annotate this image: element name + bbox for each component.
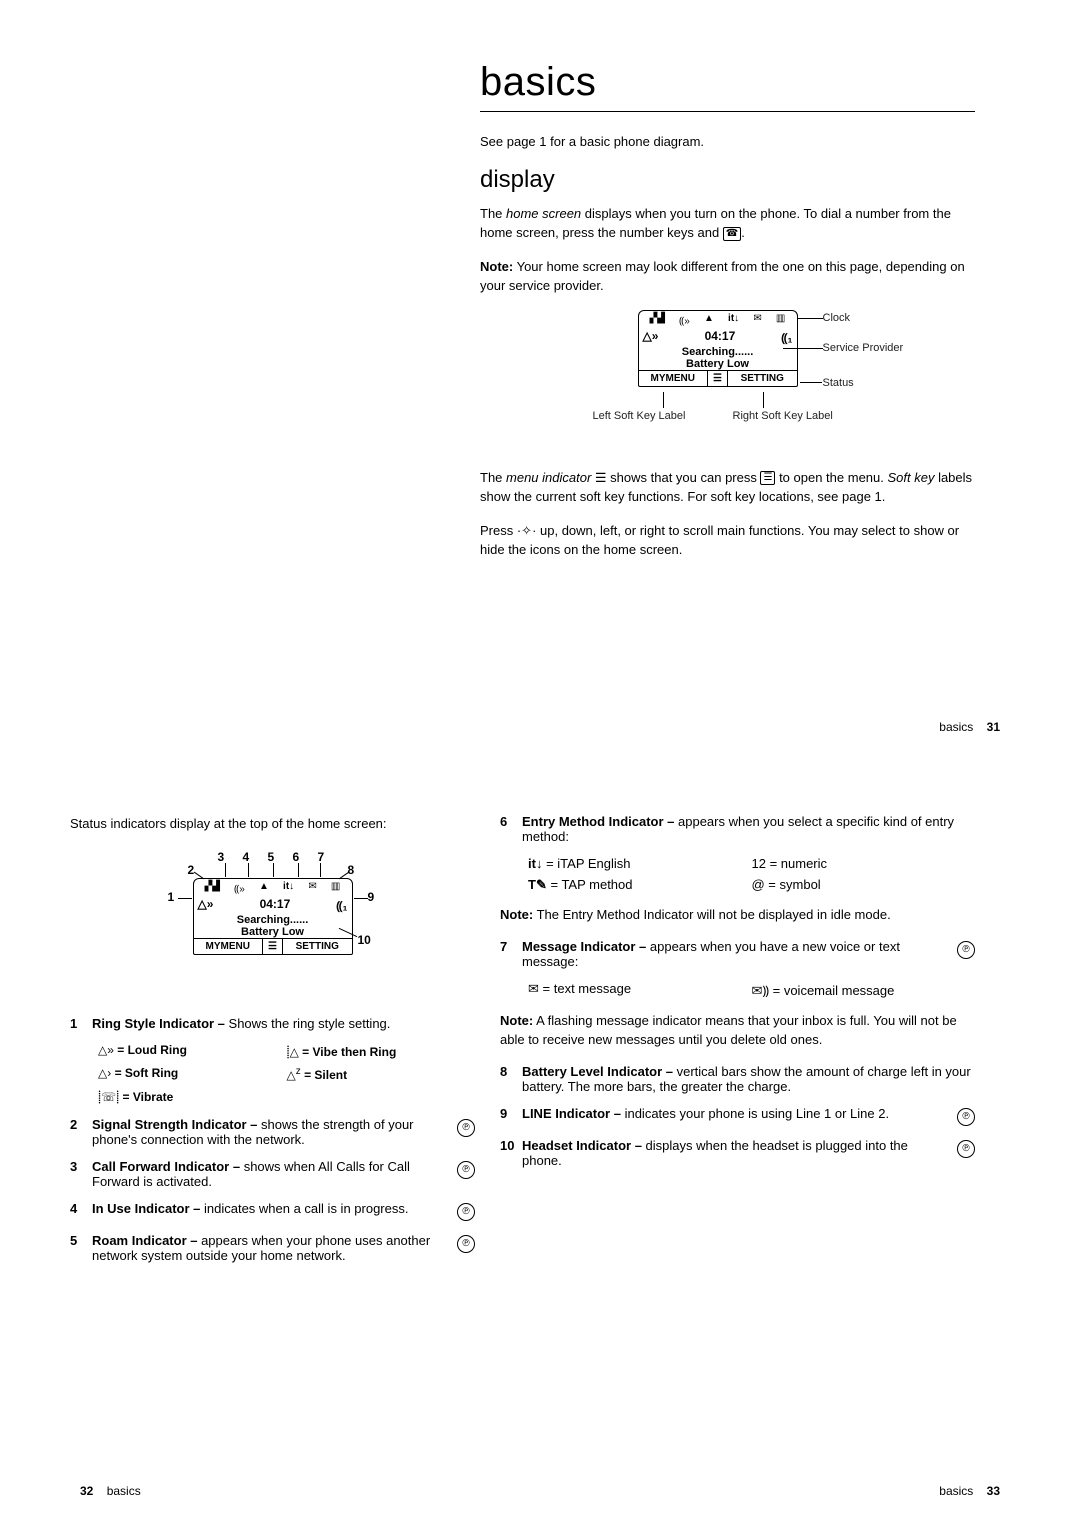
feature-icon: ℗	[957, 941, 975, 959]
page31-content: basics See page 1 for a basic phone diag…	[480, 60, 975, 574]
ring-style-table: △» = Loud Ring ⸽△ = Vibe then Ring △› = …	[98, 1043, 475, 1105]
page33-content: 6 Entry Method Indicator – appears when …	[500, 814, 975, 1180]
menu-icon: ☰	[708, 371, 728, 386]
label-left-soft: Left Soft Key Label	[593, 410, 686, 422]
page-31: basics See page 1 for a basic phone diag…	[0, 0, 1080, 764]
searching-text: Searching......	[639, 346, 797, 358]
indicator-3: 3 ℗Call Forward Indicator – shows when A…	[70, 1159, 475, 1189]
note-6: Note: The Entry Method Indicator will no…	[500, 905, 975, 925]
indicator-10: 10 ℗Headset Indicator – displays when th…	[500, 1138, 975, 1168]
indicator-8: 8 Battery Level Indicator – vertical bar…	[500, 1064, 975, 1094]
display-heading: display	[480, 166, 975, 194]
intro-text: See page 1 for a basic phone diagram.	[480, 132, 975, 152]
note-7: Note: A flashing message indicator means…	[500, 1011, 975, 1050]
numbered-diagram: ▞▟⸨»▲it↓✉▥ △»04:17⸨₁ Searching...... Bat…	[133, 848, 413, 998]
feature-icon: ℗	[457, 1161, 475, 1179]
screen-mock-2: ▞▟⸨»▲it↓✉▥ △»04:17⸨₁ Searching...... Bat…	[193, 878, 353, 955]
feature-icon: ℗	[957, 1108, 975, 1126]
label-clock: Clock	[823, 312, 851, 324]
entry-method-table: it↓ = iTAP English 12 = numeric T✎ = TAP…	[528, 856, 975, 893]
feature-icon: ℗	[457, 1235, 475, 1253]
menu-indicator-para: The menu indicator ☰ shows that you can …	[480, 468, 975, 507]
display-para1: The home screen displays when you turn o…	[480, 204, 975, 243]
indicator-4: 4 ℗In Use Indicator – indicates when a c…	[70, 1201, 475, 1221]
feature-icon: ℗	[457, 1119, 475, 1137]
label-status: Status	[823, 377, 854, 389]
page31-footer: basics 31	[939, 720, 1010, 734]
send-key-icon: ☎	[723, 227, 741, 241]
status-intro: Status indicators display at the top of …	[70, 814, 475, 834]
clock-row: △»04:17⸨₁	[639, 329, 797, 346]
message-type-table: ✉ = text message ✉⸩ = voicemail message	[528, 981, 975, 999]
nav-para: Press ·✧· up, down, left, or right to sc…	[480, 521, 975, 560]
page33-footer: basics 33	[939, 1484, 1010, 1498]
softkey-row: MYMENU ☰ SETTING	[639, 370, 797, 386]
indicator-7: 7 ℗Message Indicator – appears when you …	[500, 939, 975, 969]
page32-content: Status indicators display at the top of …	[70, 814, 475, 1275]
feature-icon: ℗	[957, 1140, 975, 1158]
screen-mock: ▞▟⸨»▲it↓✉▥ △»04:17⸨₁ Searching...... Bat…	[638, 310, 798, 387]
section-title: basics	[480, 60, 975, 112]
indicator-6: 6 Entry Method Indicator – appears when …	[500, 814, 975, 844]
page32-footer: 32 basics	[70, 1484, 141, 1498]
battery-text: Battery Low	[639, 358, 797, 370]
display-note: Note: Your home screen may look differen…	[480, 257, 975, 296]
home-screen-diagram: ▞▟⸨»▲it↓✉▥ △»04:17⸨₁ Searching...... Bat…	[538, 310, 918, 450]
menu-key-icon: ☰	[760, 471, 775, 485]
status-icons-row: ▞▟⸨»▲it↓✉▥	[639, 311, 797, 329]
feature-icon: ℗	[457, 1203, 475, 1221]
label-service: Service Provider	[823, 342, 904, 354]
indicator-2: 2 ℗Signal Strength Indicator – shows the…	[70, 1117, 475, 1147]
indicator-5: 5 ℗Roam Indicator – appears when your ph…	[70, 1233, 475, 1263]
page-32-33: Status indicators display at the top of …	[0, 764, 1080, 1528]
label-right-soft: Right Soft Key Label	[733, 410, 833, 422]
indicator-1: 1 Ring Style Indicator – Shows the ring …	[70, 1016, 475, 1031]
indicator-9: 9 ℗LINE Indicator – indicates your phone…	[500, 1106, 975, 1126]
